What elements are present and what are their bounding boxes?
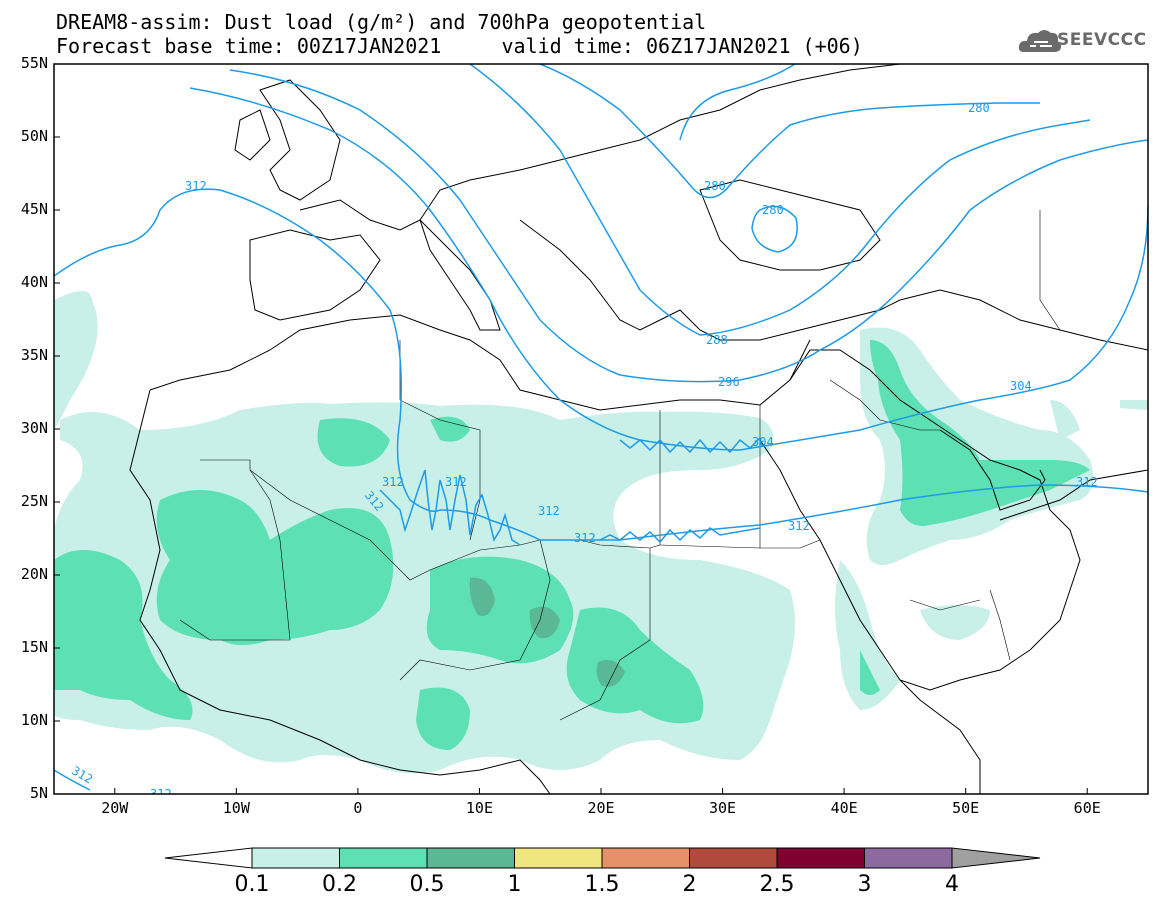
colorbar-label: 4 bbox=[945, 872, 959, 897]
latitude-label: 30N bbox=[20, 419, 48, 437]
colorbar-label: 2 bbox=[682, 872, 697, 897]
colorbar-swatch bbox=[864, 847, 953, 869]
colorbar-label: 1 bbox=[507, 872, 522, 897]
longitude-label: 10E bbox=[465, 799, 493, 817]
colorbar-label: 0.2 bbox=[322, 872, 357, 897]
colorbar-label: 1.5 bbox=[584, 872, 620, 897]
contour-label: 312 bbox=[574, 531, 596, 545]
contour-label: 312 bbox=[185, 179, 207, 193]
colorbar-swatch bbox=[601, 847, 690, 869]
contour-label: 312 bbox=[445, 475, 467, 489]
cloud-icon bbox=[1018, 30, 1062, 52]
colorbar-swatch bbox=[689, 847, 778, 869]
latitude-label: 35N bbox=[20, 346, 48, 364]
longitude-label: 50E bbox=[952, 799, 980, 817]
map-title: DREAM8-assim: Dust load (g/m²) and 700hP… bbox=[56, 10, 707, 34]
longitude-label: 30E bbox=[709, 799, 737, 817]
latitude-label: 55N bbox=[20, 54, 48, 72]
colorbar-label: 0.5 bbox=[409, 872, 445, 897]
colorbar bbox=[164, 847, 1041, 869]
latitude-label: 45N bbox=[20, 200, 48, 218]
longitude-label: 40E bbox=[830, 799, 858, 817]
latitude-label: 15N bbox=[20, 638, 48, 656]
contour-label: 304 bbox=[1010, 379, 1032, 393]
contour-label: 312 bbox=[382, 475, 404, 489]
contour-label: 304 bbox=[752, 435, 774, 449]
contour-label: 312 bbox=[788, 519, 810, 533]
latitude-label: 10N bbox=[20, 711, 48, 729]
colorbar-label: 3 bbox=[857, 872, 872, 897]
coastlines bbox=[129, 64, 1148, 794]
axis-ticks bbox=[54, 63, 1088, 795]
contour-label: 312 bbox=[1076, 475, 1098, 489]
latitude-label: 20N bbox=[20, 565, 48, 583]
longitude-label: 0 bbox=[353, 799, 363, 817]
contour-label: 312 bbox=[150, 787, 172, 801]
logo-text: SEEVCCC bbox=[1057, 30, 1147, 50]
country-borders bbox=[179, 210, 1061, 721]
latitude-label: 25N bbox=[20, 492, 48, 510]
contour-label: 312 bbox=[538, 504, 560, 518]
forecast-times: Forecast base time: 00Z17JAN2021 valid t… bbox=[56, 34, 863, 58]
latitude-label: 5N bbox=[29, 784, 48, 802]
contour-label: 280 bbox=[968, 101, 990, 115]
colorbar-over-arrow bbox=[951, 847, 1041, 869]
colorbar-swatch bbox=[251, 847, 340, 869]
latitude-label: 40N bbox=[20, 273, 48, 291]
contour-label: 280 bbox=[762, 203, 784, 217]
longitude-label: 20W bbox=[101, 799, 129, 817]
dust-shading-medium bbox=[54, 340, 1090, 750]
longitude-label: 60E bbox=[1073, 799, 1101, 817]
longitude-label: 20E bbox=[587, 799, 615, 817]
dust-shading-dark bbox=[469, 577, 625, 687]
colorbar-swatch bbox=[514, 847, 603, 869]
colorbar-label: 0.1 bbox=[234, 872, 270, 897]
colorbar-swatch bbox=[776, 847, 865, 869]
colorbar-under-arrow bbox=[164, 847, 253, 869]
colorbar-swatch bbox=[339, 847, 428, 869]
contour-label: 288 bbox=[706, 333, 728, 347]
contour-label: 296 bbox=[718, 375, 740, 389]
longitude-label: 10W bbox=[222, 799, 250, 817]
geopotential-contours bbox=[54, 64, 1148, 791]
colorbar-label: 2.5 bbox=[759, 872, 795, 897]
colorbar-swatch bbox=[426, 847, 515, 869]
contour-label: 280 bbox=[704, 179, 726, 193]
latitude-label: 50N bbox=[20, 127, 48, 145]
